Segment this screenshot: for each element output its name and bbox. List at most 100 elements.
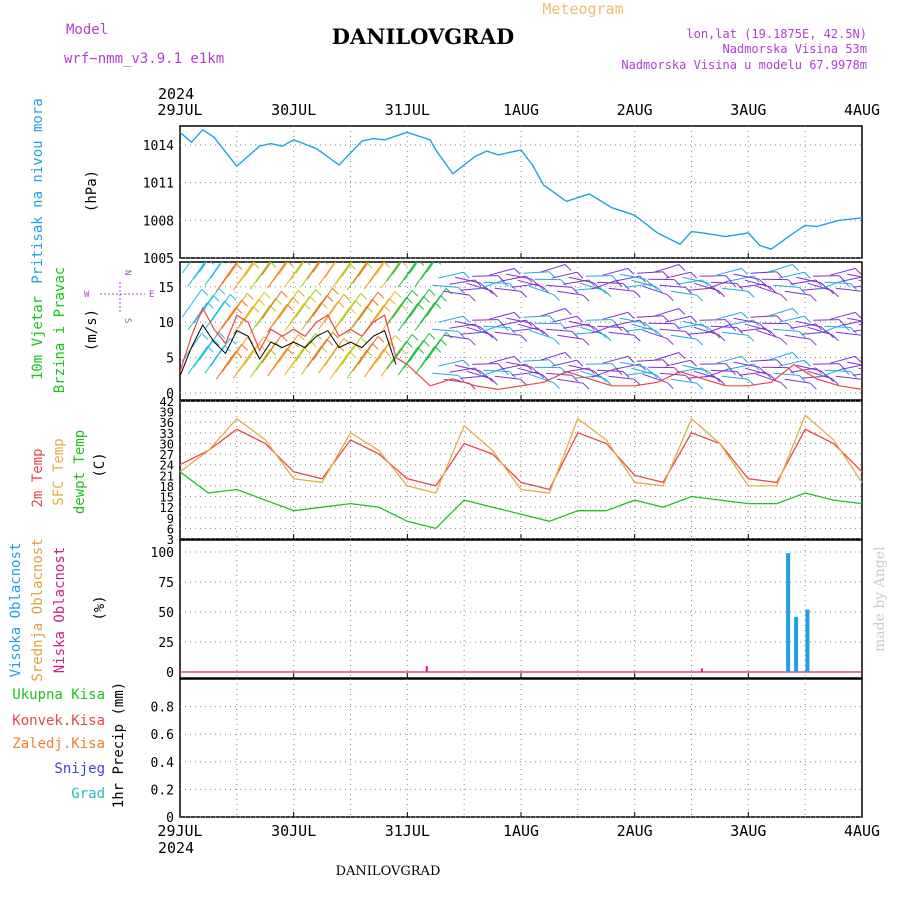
ytick-label: 0 (166, 387, 174, 402)
wind-barb (830, 311, 856, 320)
wind-barb (272, 341, 294, 370)
wind-barb-flag (394, 334, 402, 342)
wind-barb-flag (713, 331, 721, 339)
wind-barb (733, 273, 760, 280)
legend-snow: Snijeg (54, 761, 105, 777)
wind-barb-flag (764, 283, 772, 291)
wind-barb (636, 271, 663, 274)
wind-barb (636, 359, 663, 362)
wind-barb (420, 339, 441, 368)
wind-barb-flag (371, 342, 379, 350)
wind-barb (261, 291, 282, 320)
wind-title: 10m Vjetar (30, 296, 46, 380)
wind-barb-flag (228, 262, 231, 264)
wind-barb (414, 262, 433, 287)
date-label-top: 4AUG (844, 101, 880, 119)
legend-convective-rain: Konvek.Kisa (12, 713, 105, 729)
wind-barb (261, 262, 272, 276)
wind-barb (466, 326, 492, 336)
wind-barb (289, 296, 311, 325)
wind-barb (181, 262, 191, 274)
wind-barb (545, 284, 572, 288)
wind-barb (250, 262, 271, 290)
wind-barb (568, 364, 595, 372)
wind-barb (409, 333, 430, 362)
ytick-label: 1008 (143, 214, 174, 229)
wind-barb-flag (462, 359, 470, 367)
wind-barb (528, 285, 554, 296)
wind-barb (551, 271, 578, 279)
wind-barb (591, 280, 617, 290)
wind-barb (489, 355, 515, 364)
wind-barb (295, 262, 305, 274)
wind-barb (830, 267, 856, 276)
wind-barb-flag (884, 287, 890, 293)
wind-barb-flag (462, 271, 470, 279)
wind-barb-flag (241, 299, 248, 307)
wind-barb (244, 292, 265, 321)
wind-barb-flag (588, 367, 596, 375)
wind-barb (824, 325, 851, 328)
wind-barb (403, 340, 424, 369)
wind-barb (420, 262, 434, 280)
wind-barb (483, 281, 510, 284)
wind-barb (472, 275, 499, 277)
wind-barb (323, 262, 337, 279)
wind-barb (483, 325, 510, 328)
legend-freezing-rain: Zaledj.Kisa (12, 736, 105, 752)
wind-barb (437, 359, 464, 367)
wind-barb (454, 276, 481, 284)
wind-barb (824, 369, 851, 372)
wind-barb (369, 298, 390, 327)
wind-barb (392, 334, 413, 363)
ytick-label: 75 (158, 576, 174, 591)
wind-barb (597, 325, 624, 328)
wind-barb-flag (792, 264, 799, 271)
wind-barb (233, 350, 254, 379)
t2m-title: 2m Temp (30, 448, 46, 507)
wind-barb-flag (718, 290, 726, 298)
wind-barb-flag (831, 378, 839, 386)
wind-barb (409, 289, 430, 318)
wind-barb-flag (873, 367, 879, 373)
wind-barb (198, 288, 220, 317)
wind-barb-flag (867, 364, 873, 370)
cloud-low-title: Niska Oblacnost (52, 547, 68, 673)
date-label-bottom: 29JUL (157, 822, 202, 840)
wind-barb-flag (736, 371, 744, 378)
wind-barb (602, 267, 629, 276)
wind-barb-flag (741, 268, 748, 275)
wind-barb (301, 302, 322, 331)
wind-barb (841, 276, 862, 282)
wind-barb-flag (713, 287, 721, 295)
wind-barb-flag (803, 359, 811, 367)
wind-barb-flag (769, 286, 777, 294)
wind-barb-flag (599, 331, 607, 339)
wind-barb-flag (604, 290, 612, 298)
date-label-bottom: 30JUL (271, 822, 316, 840)
wind-barb-flag (776, 359, 783, 367)
wind-barb-flag (831, 290, 839, 298)
wind-barb (710, 369, 737, 372)
wind-barb (494, 375, 521, 380)
wind-unit: (m/s) (84, 309, 100, 351)
wind-barb (693, 370, 719, 380)
wind-barb-flag (718, 378, 726, 386)
wind-barb (631, 279, 657, 288)
wind-barb-flag (332, 287, 339, 295)
wind-barb (443, 290, 470, 296)
ytick-label: 3 (167, 533, 174, 547)
wind-barb (221, 262, 239, 285)
wind-barb-flag (440, 251, 446, 257)
wind-barb-flag (656, 286, 663, 294)
compass-rose: N W E S (84, 270, 154, 323)
wind-barb (642, 285, 668, 296)
wind-barb-flag (462, 315, 470, 323)
wind-barb (722, 375, 749, 380)
date-label-top: 29JUL (157, 101, 202, 119)
wind-barb-flag (560, 279, 567, 286)
wind-barb (841, 364, 862, 370)
wind-barb (278, 262, 289, 275)
wind-barb-flag (202, 245, 208, 251)
ytick-label: 24 (160, 459, 174, 473)
